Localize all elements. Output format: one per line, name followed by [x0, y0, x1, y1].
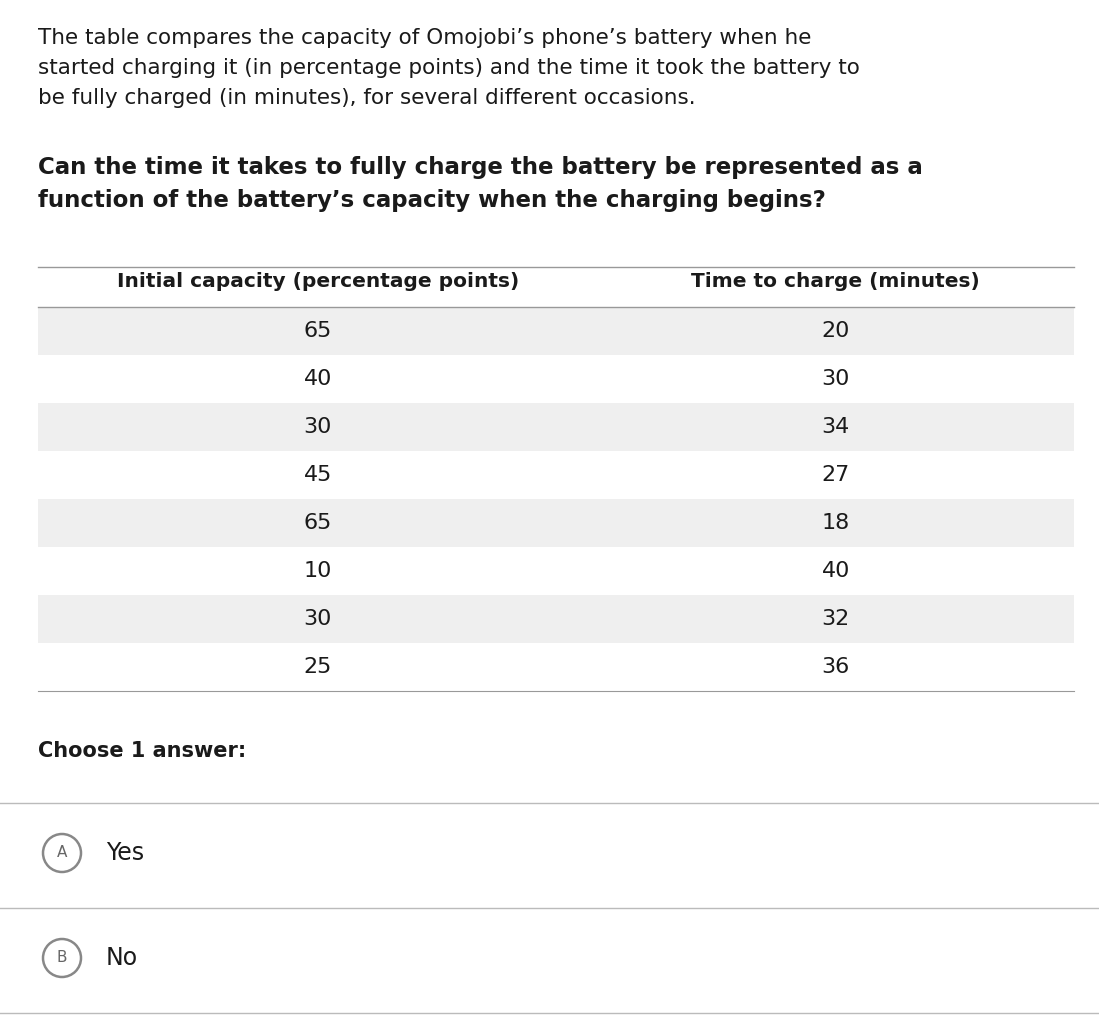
Text: 36: 36 — [822, 657, 850, 677]
Text: 34: 34 — [822, 417, 850, 437]
Text: 45: 45 — [303, 465, 332, 485]
Text: 30: 30 — [303, 417, 332, 437]
Text: Yes: Yes — [106, 841, 144, 865]
Text: 25: 25 — [303, 657, 332, 677]
Bar — [38, 403, 1074, 451]
Text: 65: 65 — [303, 513, 332, 533]
Text: started charging it (in percentage points) and the time it took the battery to: started charging it (in percentage point… — [38, 58, 859, 78]
Text: 32: 32 — [822, 609, 850, 629]
Text: 27: 27 — [822, 465, 850, 485]
Text: A: A — [57, 845, 67, 861]
Text: 40: 40 — [822, 561, 850, 581]
Text: The table compares the capacity of Omojobi’s phone’s battery when he: The table compares the capacity of Omojo… — [38, 28, 811, 48]
Text: Time to charge (minutes): Time to charge (minutes) — [691, 272, 980, 291]
Text: be fully charged (in minutes), for several different occasions.: be fully charged (in minutes), for sever… — [38, 88, 696, 108]
Text: function of the battery’s capacity when the charging begins?: function of the battery’s capacity when … — [38, 189, 825, 212]
Text: Can the time it takes to fully charge the battery be represented as a: Can the time it takes to fully charge th… — [38, 156, 923, 179]
Text: 30: 30 — [303, 609, 332, 629]
Text: 20: 20 — [822, 321, 850, 341]
Text: 65: 65 — [303, 321, 332, 341]
Bar — [38, 499, 1074, 547]
Text: Choose 1 answer:: Choose 1 answer: — [38, 741, 246, 761]
Bar — [38, 307, 1074, 355]
Bar — [38, 595, 1074, 643]
Text: 10: 10 — [303, 561, 332, 581]
Text: Initial capacity (percentage points): Initial capacity (percentage points) — [116, 272, 519, 291]
Text: B: B — [57, 951, 67, 965]
Text: No: No — [106, 946, 138, 970]
Text: 40: 40 — [303, 369, 332, 389]
Text: 30: 30 — [822, 369, 850, 389]
Text: 18: 18 — [822, 513, 850, 533]
